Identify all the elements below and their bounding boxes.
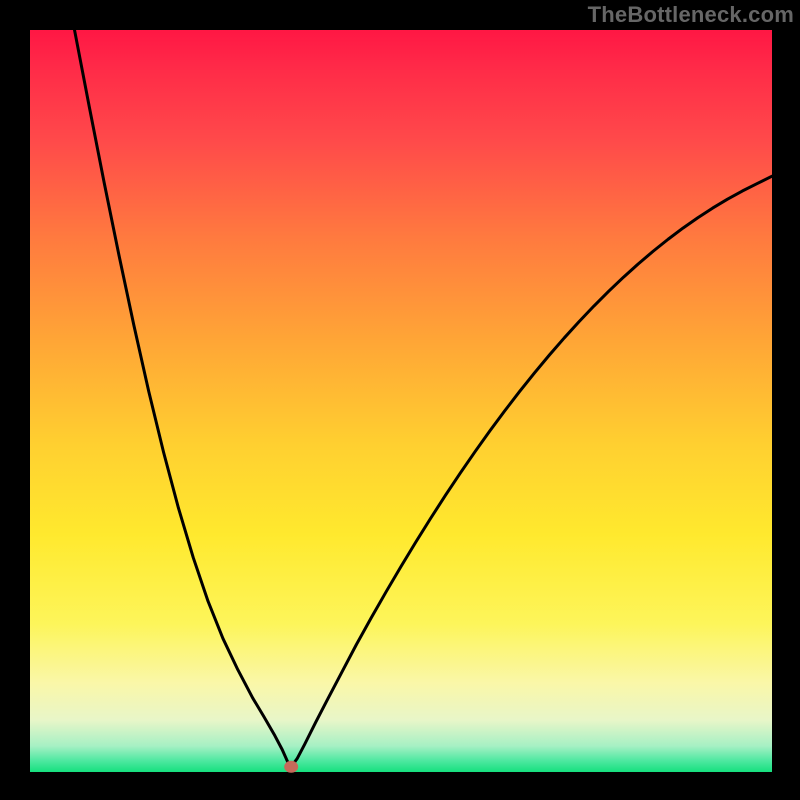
plot-background-gradient — [30, 30, 772, 772]
chart-svg — [0, 0, 800, 800]
bottleneck-chart: TheBottleneck.com — [0, 0, 800, 800]
watermark-text: TheBottleneck.com — [588, 2, 794, 28]
minimum-marker — [284, 761, 298, 773]
